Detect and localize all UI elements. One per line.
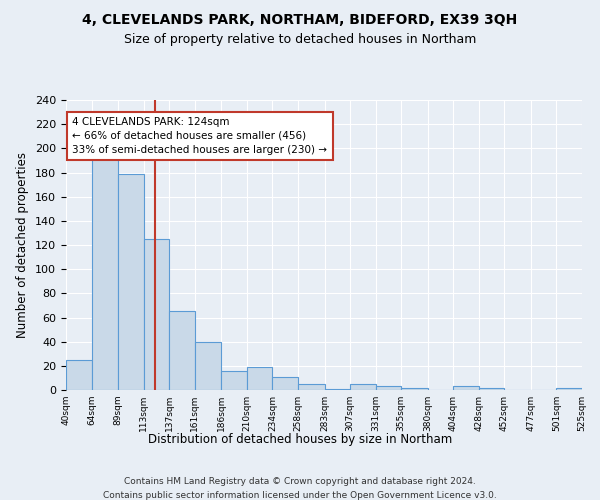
Bar	[118, 174, 143, 390]
Bar	[169, 312, 195, 390]
Bar	[221, 370, 247, 390]
Text: 4, CLEVELANDS PARK, NORTHAM, BIDEFORD, EX39 3QH: 4, CLEVELANDS PARK, NORTHAM, BIDEFORD, E…	[82, 12, 518, 26]
Text: Contains public sector information licensed under the Open Government Licence v3: Contains public sector information licen…	[103, 491, 497, 500]
Bar	[479, 388, 505, 390]
Bar	[453, 386, 479, 390]
Text: Distribution of detached houses by size in Northam: Distribution of detached houses by size …	[148, 432, 452, 446]
Bar	[143, 239, 169, 390]
Bar	[401, 388, 428, 390]
Bar	[66, 360, 92, 390]
Text: Contains HM Land Registry data © Crown copyright and database right 2024.: Contains HM Land Registry data © Crown c…	[124, 478, 476, 486]
Bar	[376, 386, 401, 390]
Text: Size of property relative to detached houses in Northam: Size of property relative to detached ho…	[124, 32, 476, 46]
Bar	[350, 384, 376, 390]
Bar	[92, 157, 118, 390]
Bar	[195, 342, 221, 390]
Bar	[556, 388, 582, 390]
Bar	[247, 367, 272, 390]
Bar	[272, 376, 298, 390]
Bar	[298, 384, 325, 390]
Text: 4 CLEVELANDS PARK: 124sqm
← 66% of detached houses are smaller (456)
33% of semi: 4 CLEVELANDS PARK: 124sqm ← 66% of detac…	[73, 117, 328, 155]
Y-axis label: Number of detached properties: Number of detached properties	[16, 152, 29, 338]
Bar	[325, 389, 350, 390]
